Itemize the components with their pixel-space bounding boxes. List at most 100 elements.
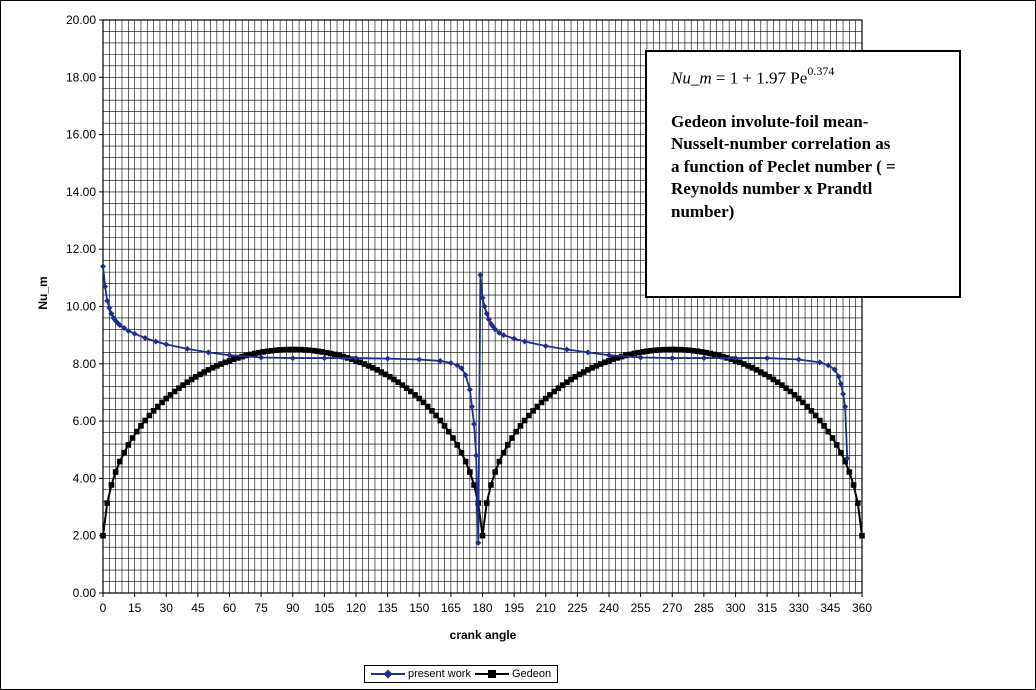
gedeon-point (690, 347, 697, 354)
x-tick-label: 285 (694, 601, 714, 615)
gedeon-point (572, 374, 579, 380)
present-work-point (142, 335, 149, 342)
gedeon-point (382, 371, 389, 378)
gedeon-point (568, 376, 574, 383)
x-tick-label: 345 (820, 601, 840, 615)
gedeon-point (576, 371, 583, 378)
gedeon-point (281, 346, 288, 353)
gedeon-point (306, 347, 313, 354)
gedeon-point (842, 458, 848, 465)
gedeon-point (471, 482, 477, 488)
gedeon-point (319, 349, 326, 355)
gedeon-point (395, 379, 401, 386)
present-work-point (125, 327, 132, 334)
x-tick-label: 30 (160, 601, 174, 615)
present-work-point (485, 316, 492, 323)
gedeon-point (357, 359, 364, 366)
gedeon-point (399, 382, 406, 388)
present-work-point (471, 420, 478, 427)
gedeon-point (686, 347, 692, 354)
gedeon-point (707, 350, 713, 357)
gedeon-point (378, 369, 385, 375)
gedeon-point (298, 346, 304, 353)
gedeon-point (311, 347, 317, 354)
gedeon-point (146, 412, 153, 419)
present-work-point (795, 356, 802, 363)
gedeon-point (214, 363, 220, 369)
gedeon-point (728, 356, 735, 363)
y-tick-label: 14.00 (66, 185, 96, 199)
gedeon-point (601, 359, 608, 366)
gedeon-point (606, 357, 612, 364)
gedeon-point (138, 423, 144, 429)
gedeon-point (155, 403, 161, 410)
present-work-point (258, 354, 265, 361)
gedeon-point (829, 435, 836, 441)
gedeon-point (854, 500, 861, 506)
gedeon-point (665, 346, 671, 353)
gedeon-point (167, 392, 174, 398)
gedeon-point (450, 435, 456, 441)
present-work-point (479, 294, 486, 301)
gedeon-point (526, 412, 532, 419)
gedeon-point (192, 374, 199, 380)
gedeon-point (492, 469, 498, 475)
axes (99, 19, 863, 597)
x-tick-label: 210 (536, 601, 556, 615)
gedeon-point (513, 428, 520, 435)
present-work-point (416, 356, 423, 363)
x-tick-label: 75 (254, 601, 268, 615)
present-work-point (458, 365, 465, 372)
legend-swatch-gedeon (474, 669, 509, 679)
gedeon-point (277, 347, 283, 353)
annotation-box: Nu_m = 1 + 1.97 Pe0.374 Gedeon involute-… (645, 50, 961, 298)
present-work-point (104, 297, 111, 304)
present-work-point (289, 355, 296, 362)
gedeon-point (530, 408, 536, 414)
y-tick-label: 18.00 (66, 70, 96, 84)
y-tick-label: 16.00 (66, 128, 96, 142)
x-tick-label: 300 (725, 601, 745, 615)
present-work-point (637, 354, 644, 361)
present-work-point (492, 326, 499, 333)
present-work-point (606, 352, 612, 359)
gedeon-point (703, 349, 709, 356)
gedeon-point (462, 458, 469, 465)
y-tick-label: 20.00 (66, 13, 96, 27)
gedeon-point (597, 361, 604, 367)
gedeon-point (365, 363, 372, 369)
present-work-point (481, 303, 488, 310)
gedeon-point (285, 346, 292, 353)
series-present-work (100, 263, 851, 546)
gedeon-point (538, 399, 545, 406)
gedeon-point (859, 532, 865, 539)
present-work-point (840, 390, 847, 397)
gedeon-point (656, 347, 663, 353)
y-tick-label: 4.00 (73, 471, 97, 485)
present-work-point (437, 357, 444, 364)
gedeon-point (635, 349, 642, 356)
x-tick-label: 315 (757, 601, 777, 615)
gedeon-point (117, 458, 123, 465)
gedeon-point (711, 351, 718, 358)
present-work-point (462, 372, 469, 379)
gedeon-point (445, 428, 452, 435)
gedeon-point (125, 442, 132, 448)
gedeon-point (736, 359, 743, 366)
gedeon-point (505, 442, 511, 448)
gedeon-point (682, 347, 688, 353)
correlation-formula: Nu_m = 1 + 1.97 Pe0.374 (671, 64, 941, 89)
legend-item-present-work: present work (371, 668, 471, 680)
gedeon-point (509, 435, 515, 441)
gedeon-point (416, 395, 423, 402)
gedeon-point (129, 435, 136, 441)
formula-exponent: 0.374 (807, 64, 835, 78)
present-work-point (842, 403, 849, 410)
gedeon-point (762, 371, 768, 378)
present-work-point (466, 386, 473, 393)
gedeon-point (795, 395, 802, 402)
y-tick-label: 12.00 (66, 242, 96, 256)
gedeon-point (677, 346, 684, 353)
x-tick-label: 135 (378, 601, 398, 615)
